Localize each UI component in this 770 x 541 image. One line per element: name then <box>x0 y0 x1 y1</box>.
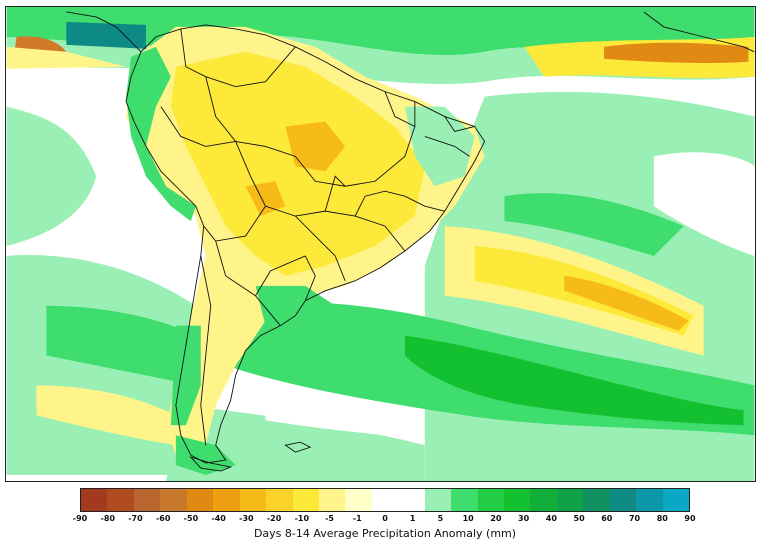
dry-spot-north-east <box>604 42 749 64</box>
colorbar-swatch <box>107 489 134 511</box>
colorbar-tick-label: 80 <box>656 514 668 523</box>
colorbar-swatch <box>530 489 557 511</box>
tierra-del-fuego <box>189 456 233 472</box>
precipitation-anomaly-map <box>5 6 756 482</box>
colorbar-tick-label: 70 <box>628 514 641 523</box>
continent-wet-northeast <box>404 106 475 187</box>
colorbar-tick-label: 10 <box>462 514 474 523</box>
dry-core-atlantic-strong <box>564 275 689 331</box>
colorbar-ticks: -90 -80 -70 -60 -50 -40 -30 -20 -10 -5 -1 0 1 5 10 20 30… <box>73 514 696 526</box>
colorbar-tick-label: -10 <box>294 514 310 523</box>
border-13 <box>424 136 470 157</box>
colorbar-tick-label: 5 <box>437 514 444 523</box>
colorbar-tick-label: -5 <box>325 514 334 523</box>
border-14 <box>384 91 416 127</box>
colorbar-tick-label: -30 <box>239 514 254 523</box>
continent-dry-spots-2 <box>245 181 286 217</box>
colorbar-swatch <box>504 489 531 511</box>
colorbar-swatch <box>239 489 267 511</box>
colorbar-swatch <box>292 489 319 511</box>
colorbar-swatch <box>345 489 372 511</box>
colorbar-tick-label: -1 <box>352 514 362 523</box>
colorbar <box>80 488 690 512</box>
colorbar-swatch <box>556 489 584 511</box>
colorbar-swatch <box>477 489 504 511</box>
colorbar-tick-label: 0 <box>382 514 388 523</box>
colorbar-tick-label: -90 <box>72 514 88 523</box>
colorbar-swatch <box>213 489 240 511</box>
border-11 <box>255 255 306 297</box>
colorbar-swatch <box>451 489 478 511</box>
wet-field-west-pacific <box>6 106 97 246</box>
country-borders <box>66 11 755 472</box>
colorbar-tick-label: -70 <box>128 514 143 523</box>
border-north-caribbean <box>66 11 142 53</box>
colorbar-swatch <box>609 489 637 511</box>
colorbar-tick-label: -50 <box>183 514 199 523</box>
colorbar-swatch <box>398 489 425 511</box>
wet-field-atlantic-white <box>653 152 755 256</box>
border-3 <box>160 106 236 147</box>
colorbar-tick-label: 90 <box>684 514 696 523</box>
wet-band-south-pacific <box>46 305 196 386</box>
wet-core-south-atlantic <box>404 335 744 426</box>
colorbar-tick-label: 60 <box>601 514 613 523</box>
white-patch-south <box>265 403 405 436</box>
colorbar-tick-label: 1 <box>409 514 416 523</box>
colorbar-swatch <box>424 489 452 511</box>
border-5 <box>203 205 266 242</box>
colorbar-tick-label: -20 <box>266 514 282 523</box>
border-10 <box>215 240 281 326</box>
colorbar-tick-label: -60 <box>155 514 171 523</box>
colorbar-swatch <box>583 489 610 511</box>
colorbar-swatch <box>318 489 346 511</box>
border-12 <box>200 255 212 446</box>
colorbar-tick-label: 40 <box>545 514 557 523</box>
colorbar-swatch <box>636 489 663 511</box>
border-7 <box>324 175 346 212</box>
border-north-east-coast <box>643 11 755 53</box>
border-2 <box>205 76 416 187</box>
falklands <box>284 441 312 453</box>
continent-outline <box>125 24 486 464</box>
wet-band-atlantic-mid <box>504 193 684 256</box>
border-8 <box>354 190 445 217</box>
border-9 <box>304 255 316 301</box>
map-svg <box>6 7 755 481</box>
dry-patch-south-pacific <box>36 385 176 446</box>
colorbar-swatch <box>266 489 293 511</box>
border-1 <box>180 28 296 88</box>
colorbar-swatch <box>186 489 214 511</box>
colorbar-swatch <box>662 489 690 511</box>
colorbar-tick-label: 20 <box>490 514 502 523</box>
continent-dry-spots <box>285 121 346 172</box>
colorbar-tick-label: 30 <box>518 514 530 523</box>
colorbar-swatch <box>133 489 161 511</box>
continent-wet-andes <box>126 46 196 222</box>
colorbar-swatch <box>371 489 399 511</box>
border-15 <box>444 116 475 132</box>
wet-core-north-west <box>66 21 146 49</box>
colorbar-swatch <box>160 489 187 511</box>
colorbar-tick-label: -40 <box>211 514 226 523</box>
colorbar-tick-label: -80 <box>100 514 115 523</box>
colorbar-swatch <box>81 489 108 511</box>
colorbar-label: Days 8-14 Average Precipitation Anomaly … <box>253 527 517 540</box>
dry-band-north-west <box>6 46 127 69</box>
colorbar-tick-label: 50 <box>573 514 585 523</box>
continent-wet-south-andes <box>170 325 201 426</box>
